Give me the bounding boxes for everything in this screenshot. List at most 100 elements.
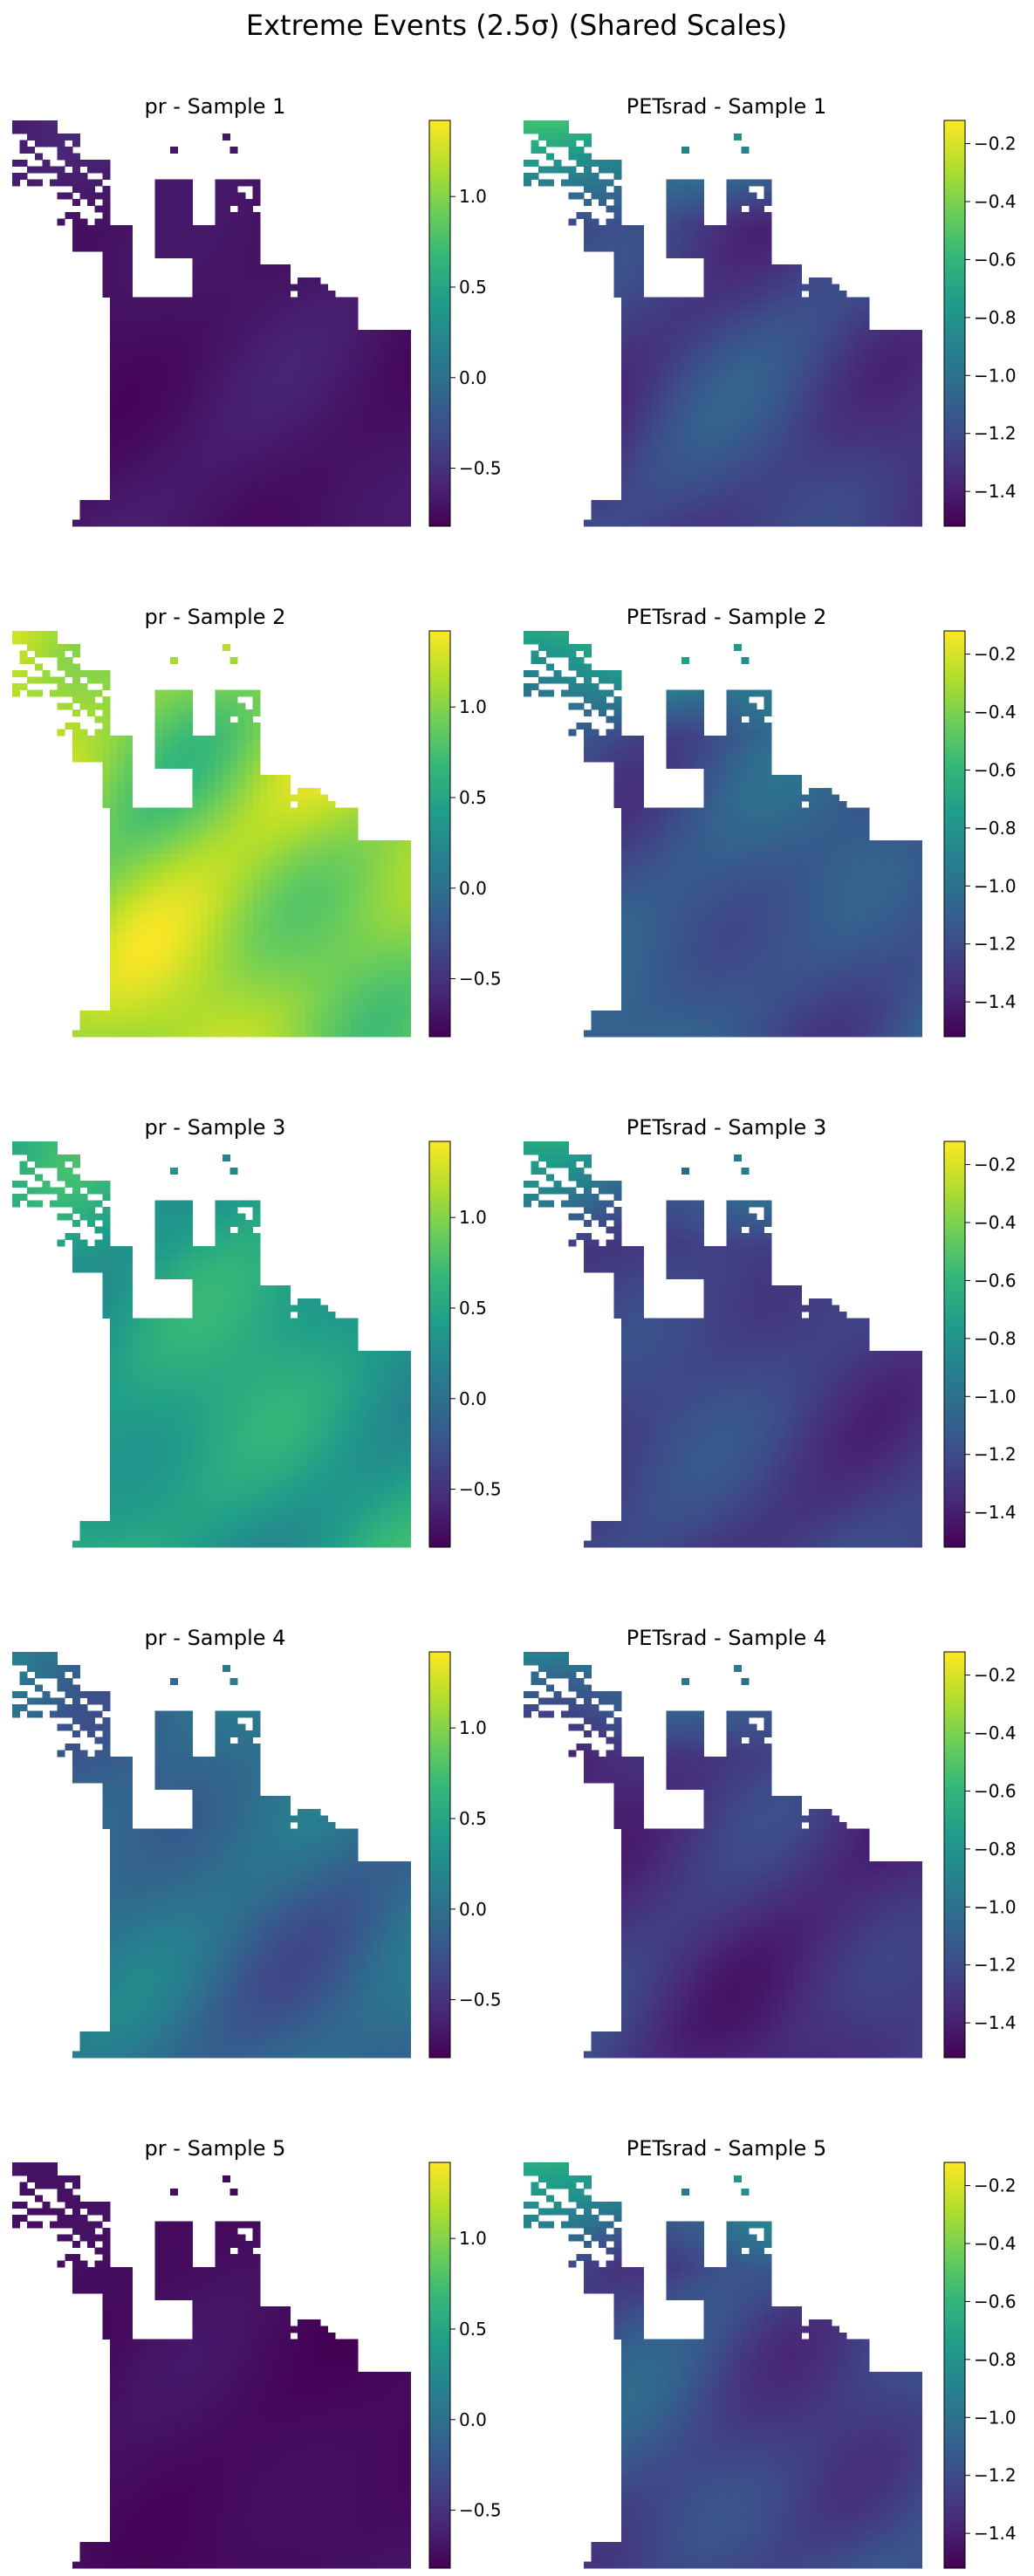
heatmap-cell <box>215 820 223 828</box>
heatmap-cell <box>169 723 178 730</box>
heatmap-cell <box>42 120 51 127</box>
heatmap-cell <box>726 212 735 219</box>
heatmap-cell <box>192 375 201 383</box>
heatmap-cell <box>215 958 223 965</box>
heatmap-cell <box>162 369 171 376</box>
heatmap-cell <box>252 336 261 344</box>
heatmap-cell <box>192 833 201 841</box>
heatmap-cell <box>237 513 246 520</box>
heatmap-cell <box>726 480 735 488</box>
heatmap-cell <box>809 382 818 389</box>
heatmap-cell <box>102 277 111 284</box>
heatmap-cell <box>244 880 253 887</box>
heatmap-cell <box>237 938 246 946</box>
heatmap-cell <box>267 860 276 867</box>
heatmap-cell <box>786 362 795 370</box>
heatmap-cell <box>147 814 156 821</box>
heatmap-cell <box>711 264 720 271</box>
heatmap-cell <box>290 304 298 311</box>
heatmap-cell <box>305 820 313 828</box>
heatmap-cell <box>200 388 209 396</box>
heatmap-cell <box>561 120 570 127</box>
heatmap-cell <box>140 932 148 939</box>
heatmap-cell <box>636 277 645 284</box>
heatmap-cell <box>816 519 825 527</box>
heatmap-cell <box>72 186 80 193</box>
heatmap-cell <box>290 421 298 428</box>
heatmap-cell <box>764 231 772 239</box>
heatmap-cell <box>169 179 178 187</box>
heatmap-cell <box>305 343 313 350</box>
heatmap-cell <box>252 428 261 435</box>
heatmap-cell <box>223 860 231 867</box>
heatmap-cell <box>19 147 28 154</box>
heatmap-cell <box>57 683 65 690</box>
heatmap-cell <box>169 880 178 887</box>
heatmap-cell <box>223 238 231 245</box>
heatmap-cell <box>342 958 351 965</box>
heatmap-cell <box>666 186 674 193</box>
heatmap-cell <box>335 310 344 318</box>
heatmap-cell <box>215 388 223 396</box>
heatmap-cell <box>756 304 764 311</box>
heatmap-cell <box>154 448 163 455</box>
heatmap-cell <box>223 932 231 939</box>
heatmap-cell <box>809 519 818 527</box>
heatmap-cell <box>260 441 269 449</box>
heatmap-cell <box>94 716 103 723</box>
heatmap-cell <box>711 225 720 232</box>
heatmap-cell <box>832 375 840 383</box>
heatmap-cell <box>298 964 306 972</box>
heatmap-cell <box>643 349 652 357</box>
heatmap-cell <box>260 474 269 481</box>
heatmap-cell <box>215 873 223 880</box>
heatmap-cell <box>237 723 246 730</box>
heatmap-cell <box>771 487 780 494</box>
heatmap-cell <box>809 297 818 305</box>
heatmap-cell <box>275 356 284 363</box>
heatmap-cell <box>358 899 366 907</box>
heatmap-cell <box>613 244 622 252</box>
heatmap-cell <box>365 938 373 946</box>
heatmap-cell <box>207 421 216 428</box>
heatmap-cell <box>373 964 381 972</box>
heatmap-cell <box>846 336 855 344</box>
heatmap-cell <box>718 238 727 245</box>
heatmap-cell <box>335 893 344 900</box>
heatmap-cell <box>365 401 373 409</box>
heatmap-cell <box>756 297 764 305</box>
heatmap-cell <box>125 421 134 428</box>
heatmap-cell <box>365 493 373 501</box>
figure-title: Extreme Events (2.5σ) (Shared Scales) <box>246 9 787 42</box>
heatmap-cell <box>816 467 825 475</box>
heatmap-cell <box>87 519 96 527</box>
heatmap-cell <box>57 166 65 174</box>
heatmap-cell <box>907 480 915 488</box>
heatmap-cell <box>207 284 216 291</box>
heatmap-cell <box>734 493 743 501</box>
heatmap-cell <box>907 421 915 428</box>
heatmap-cell <box>666 480 674 488</box>
heatmap-cell <box>185 696 194 703</box>
heatmap-cell <box>12 160 21 167</box>
heatmap-cell <box>169 375 178 383</box>
heatmap-cell <box>237 867 246 874</box>
heatmap-cell <box>711 519 720 527</box>
heatmap-cell <box>794 500 803 507</box>
heatmap-cell <box>809 414 818 422</box>
heatmap-cell <box>229 218 238 226</box>
heatmap-cell <box>57 702 65 710</box>
heatmap-cell <box>335 833 344 841</box>
heatmap-cell <box>305 310 313 318</box>
heatmap-cell <box>290 814 298 821</box>
heatmap-cell <box>177 454 186 462</box>
heatmap-cell <box>643 421 652 428</box>
heatmap-cell <box>380 336 388 344</box>
heatmap-cell <box>914 343 922 350</box>
heatmap-cell <box>786 441 795 449</box>
heatmap-cell <box>651 441 660 449</box>
heatmap-cell <box>786 414 795 422</box>
heatmap-cell <box>681 428 689 435</box>
heatmap-cell <box>756 401 764 409</box>
heatmap-cell <box>185 186 194 193</box>
